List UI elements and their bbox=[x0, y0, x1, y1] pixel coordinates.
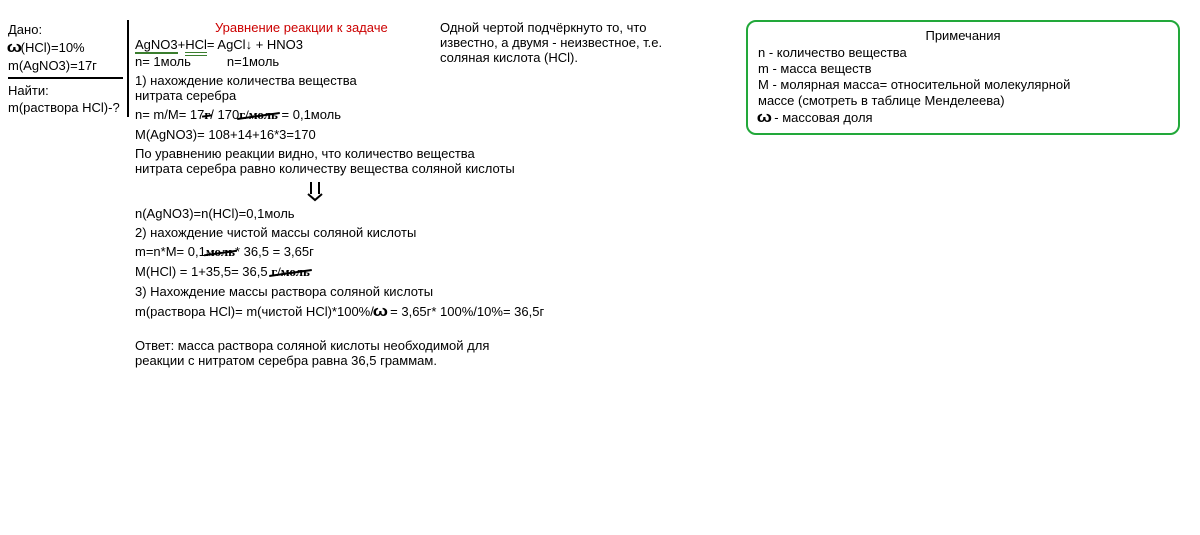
s1-mid: / 170 bbox=[210, 107, 239, 122]
notes-l3: M - молярная масса= относительной молеку… bbox=[758, 77, 1168, 92]
molar-mass-agno3: M(AgNO3)= 108+14+16*3=170 bbox=[135, 127, 675, 142]
step1-line2: нитрата серебра bbox=[135, 88, 675, 103]
equation-title: Уравнение реакции к задаче bbox=[215, 20, 675, 35]
molar-mass-hcl: M(HCl) = 1+35,5= 36,5 г/моль bbox=[135, 264, 675, 280]
s2-unit2: г bbox=[309, 244, 314, 259]
find-title: Найти: bbox=[8, 83, 123, 98]
step2-calc: m=n*M= 0,1моль* 36,5 = 3,65г bbox=[135, 244, 675, 260]
notes-l5: ω - массовая доля bbox=[758, 109, 1168, 126]
notes-l2: m - масса веществ bbox=[758, 61, 1168, 76]
down-arrow-block bbox=[305, 180, 675, 202]
eq-eq: = AgCl bbox=[207, 37, 246, 52]
mhcl-pre: M(HCl) = 1+35,5= 36,5 bbox=[135, 264, 268, 279]
given-line-1: ω(HCl)=10% bbox=[8, 39, 123, 56]
mol1: n= 1моль bbox=[135, 54, 191, 69]
step3-calc: m(раствора HCl)= m(чистой HCl)*100%/ω = … bbox=[135, 303, 675, 320]
given-line-2: m(AgNO3)=17г bbox=[8, 58, 123, 73]
notes-title: Примечания bbox=[758, 28, 1168, 43]
solution-block: Уравнение реакции к задаче AgNO3+HCl= Ag… bbox=[135, 20, 675, 372]
omega-icon-notes: ω bbox=[757, 109, 772, 126]
answer-l1: Ответ: масса раствора соляной кислоты не… bbox=[135, 338, 675, 353]
s1-unit2: г/моль bbox=[239, 107, 278, 123]
mhcl-unit: г/моль bbox=[271, 264, 310, 280]
notes-l5-text: - массовая доля bbox=[771, 110, 873, 125]
s3-post: = 3,65г* 100%/10%= 36,5г bbox=[387, 304, 545, 319]
mol2: n=1моль bbox=[227, 54, 279, 69]
notes-l4: массе (смотреть в таблице Менделеева) bbox=[758, 93, 1168, 108]
given-omega-text: (HCl)=10% bbox=[21, 40, 85, 55]
s2-mid: * 36,5 = 3,65 bbox=[235, 244, 309, 259]
step2-title: 2) нахождение чистой массы соляной кисло… bbox=[135, 225, 675, 240]
ratio-expl2: нитрата серебра равно количеству веществ… bbox=[135, 161, 675, 176]
moles-row: n= 1моль n=1моль bbox=[135, 54, 675, 69]
arrow-down-icon bbox=[305, 180, 325, 202]
find-line: m(раствора HCl)-? bbox=[8, 100, 123, 115]
eq-agno3: AgNO3 bbox=[135, 37, 178, 54]
step3-title: 3) Нахождение массы раствора соляной кис… bbox=[135, 284, 675, 299]
given-title: Дано: bbox=[8, 22, 123, 37]
s1-post: = 0,1моль bbox=[278, 107, 341, 122]
answer-l2: реакции с нитратом серебра равна 36,5 гр… bbox=[135, 353, 675, 368]
reaction-equation: AgNO3+HCl= AgCl↓ + HNO3 bbox=[135, 37, 675, 52]
given-block: Дано: ω(HCl)=10% m(AgNO3)=17г Найти: m(р… bbox=[8, 20, 129, 117]
s2-pre: m=n*M= 0,1 bbox=[135, 244, 206, 259]
s3-pre: m(раствора HCl)= m(чистой HCl)*100%/ bbox=[135, 304, 374, 319]
amounts-equal: n(AgNO3)=n(HCl)=0,1моль bbox=[135, 206, 675, 221]
step1-line1: 1) нахождение количества вещества bbox=[135, 73, 675, 88]
notes-l1: n - количество вещества bbox=[758, 45, 1168, 60]
step1-calc: n= m/M= 17г/ 170г/моль = 0,1моль bbox=[135, 107, 675, 123]
eq-rhs: + HNO3 bbox=[252, 37, 303, 52]
notes-box: Примечания n - количество вещества m - м… bbox=[746, 20, 1180, 135]
s1-unit1: г bbox=[204, 107, 210, 123]
s2-unit1: моль bbox=[206, 244, 235, 260]
omega-icon: ω bbox=[7, 39, 22, 56]
omega-icon-formula: ω bbox=[373, 303, 388, 320]
ratio-expl1: По уравнению реакции видно, что количест… bbox=[135, 146, 675, 161]
s1-pre: n= m/M= 17 bbox=[135, 107, 204, 122]
given-divider bbox=[8, 77, 123, 79]
